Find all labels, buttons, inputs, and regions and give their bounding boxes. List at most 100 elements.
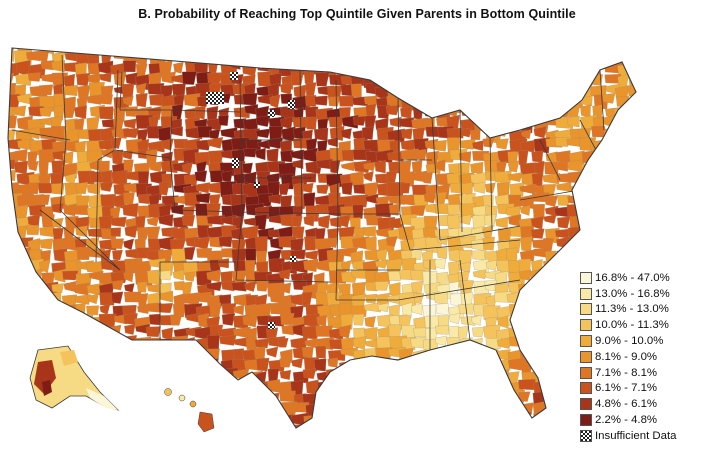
commuting-zone	[458, 61, 476, 76]
commuting-zone	[387, 393, 402, 404]
commuting-zone	[423, 51, 435, 63]
commuting-zone	[317, 392, 330, 403]
commuting-zone	[160, 50, 178, 61]
commuting-zone	[530, 348, 549, 364]
legend-swatch	[580, 350, 592, 363]
commuting-zone	[435, 48, 448, 54]
commuting-zone	[497, 48, 510, 54]
commuting-zone	[557, 415, 574, 428]
commuting-zone	[255, 128, 271, 139]
commuting-zone	[39, 302, 51, 319]
commuting-zone	[113, 370, 126, 385]
commuting-zone	[557, 305, 576, 321]
commuting-zone	[86, 150, 103, 163]
legend-item: 9.0% - 10.0%	[580, 333, 710, 349]
commuting-zone	[232, 381, 245, 398]
commuting-zone	[243, 436, 256, 445]
commuting-zone	[8, 216, 16, 233]
legend-item: 6.1% - 7.1%	[580, 381, 710, 397]
commuting-zone	[146, 48, 158, 50]
commuting-zone	[520, 305, 538, 318]
legend-swatch	[580, 287, 592, 300]
commuting-zone	[447, 370, 460, 385]
commuting-zone	[401, 128, 413, 140]
commuting-zone	[508, 83, 526, 98]
commuting-zone	[14, 314, 29, 326]
commuting-zone	[256, 115, 271, 127]
legend-label: 2.2% - 4.8%	[595, 414, 658, 427]
commuting-zone	[411, 303, 423, 316]
commuting-zone	[469, 368, 486, 381]
commuting-zone	[53, 104, 65, 121]
commuting-zone	[400, 105, 412, 119]
commuting-zone	[279, 48, 293, 52]
commuting-zone	[195, 192, 211, 204]
commuting-zone	[113, 381, 129, 398]
commuting-zone	[339, 214, 351, 228]
commuting-zone	[101, 337, 120, 349]
commuting-zone	[101, 412, 119, 428]
commuting-zone	[363, 226, 376, 237]
commuting-zone	[8, 48, 15, 53]
commuting-zone	[122, 95, 134, 107]
commuting-zone	[291, 215, 303, 228]
commuting-zone	[232, 389, 248, 406]
commuting-zone	[423, 357, 441, 371]
commuting-zone	[184, 246, 196, 260]
commuting-zone	[75, 402, 93, 415]
commuting-zone	[232, 426, 246, 428]
commuting-zone	[112, 347, 127, 362]
commuting-zone	[318, 438, 329, 447]
commuting-zone	[182, 412, 199, 426]
commuting-zone	[243, 147, 258, 158]
commuting-zone	[459, 280, 474, 295]
commuting-zone	[194, 349, 206, 364]
commuting-zone	[329, 414, 346, 428]
commuting-zone	[171, 52, 189, 62]
commuting-zone	[123, 118, 137, 129]
commuting-zone	[556, 159, 569, 172]
commuting-zone	[423, 379, 442, 394]
commuting-zone	[470, 356, 487, 371]
commuting-zone	[543, 413, 559, 425]
commuting-zone	[8, 359, 21, 373]
commuting-zone	[122, 370, 136, 381]
commuting-zone	[458, 127, 472, 138]
commuting-zone	[579, 49, 592, 62]
commuting-zone	[207, 136, 224, 149]
commuting-zone	[410, 359, 425, 374]
commuting-zone	[602, 139, 617, 152]
commuting-zone	[482, 137, 495, 148]
commuting-zone	[627, 117, 636, 132]
commuting-zone	[398, 50, 412, 65]
commuting-zone	[8, 271, 17, 285]
commuting-zone	[8, 337, 15, 353]
commuting-zone	[8, 292, 14, 308]
commuting-zone	[113, 423, 126, 428]
commuting-zone	[14, 302, 33, 314]
commuting-zone	[376, 368, 391, 384]
commuting-zone	[519, 61, 538, 76]
commuting-zone	[604, 192, 621, 206]
commuting-zone	[196, 50, 210, 64]
commuting-zone	[566, 115, 580, 128]
commuting-zone	[434, 191, 447, 204]
commuting-zone	[39, 434, 55, 444]
commuting-zone	[305, 379, 319, 396]
commuting-zone	[628, 61, 636, 73]
commuting-zone	[255, 147, 266, 161]
commuting-zone	[314, 95, 328, 106]
commuting-zone	[16, 404, 32, 420]
commuting-zone	[316, 48, 332, 53]
commuting-zone	[446, 63, 463, 75]
commuting-zone	[459, 71, 474, 82]
commuting-zone	[374, 49, 389, 63]
commuting-zone	[100, 347, 119, 358]
commuting-zone	[26, 291, 38, 305]
commuting-zone	[460, 381, 476, 396]
commuting-zone	[449, 392, 461, 402]
commuting-zone	[497, 380, 510, 394]
commuting-zone	[316, 184, 330, 194]
commuting-zone	[110, 216, 127, 227]
commuting-zone	[28, 182, 41, 195]
